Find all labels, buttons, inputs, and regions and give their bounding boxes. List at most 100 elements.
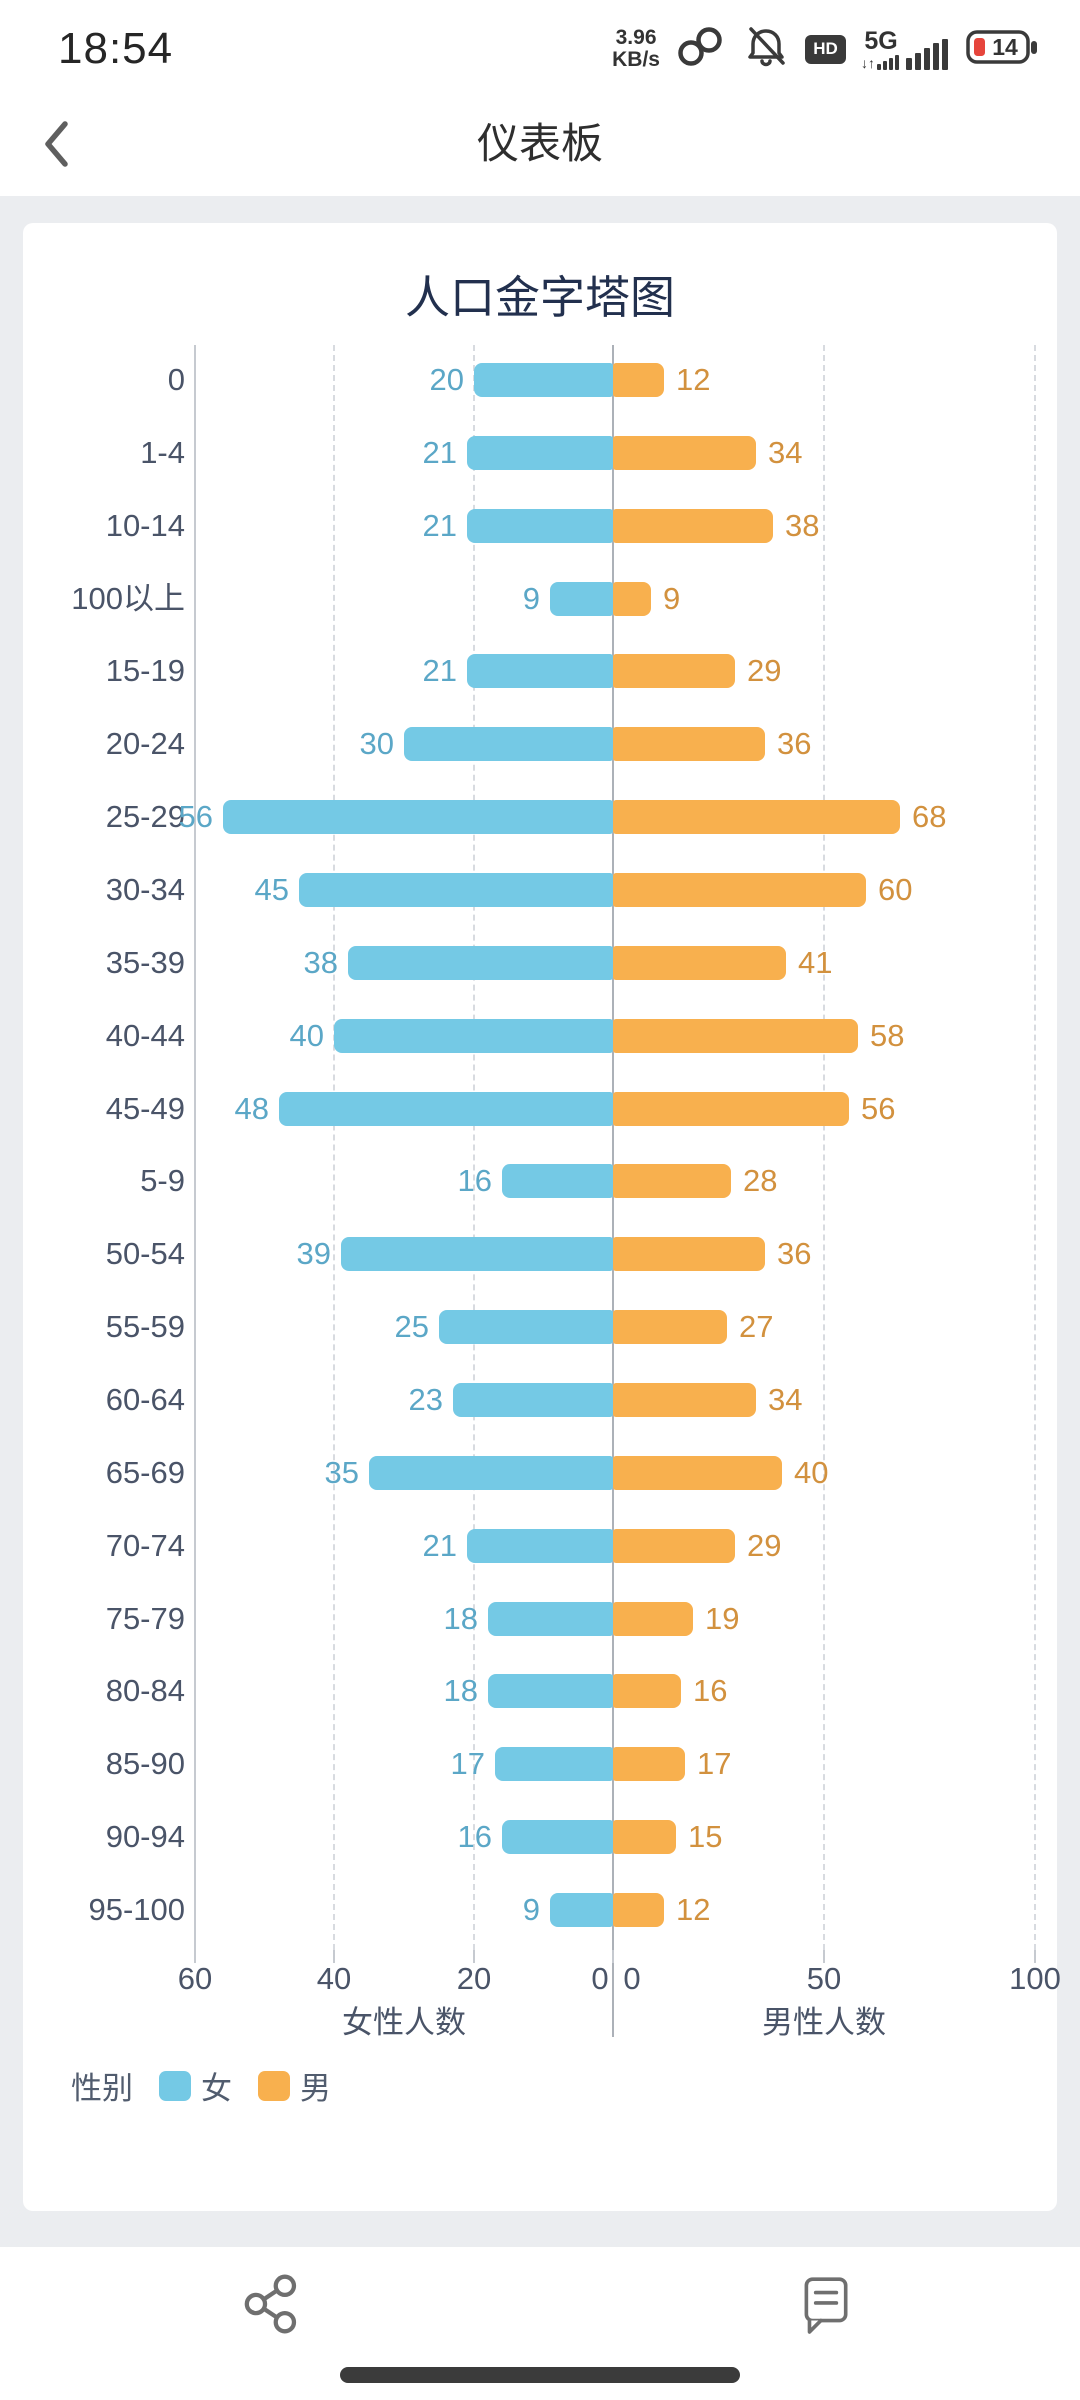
male-bar[interactable] (613, 1092, 849, 1126)
female-bar[interactable] (488, 1602, 613, 1636)
male-bar[interactable] (613, 582, 651, 616)
female-bar[interactable] (348, 946, 613, 980)
female-bar[interactable] (474, 363, 613, 397)
female-bar[interactable] (404, 727, 613, 761)
male-value-label: 41 (798, 945, 833, 980)
legend-title: 性别 (71, 2071, 133, 2106)
female-bar[interactable] (467, 1529, 613, 1563)
battery-percent-text: 14 (992, 34, 1018, 60)
male-value-label: 29 (747, 653, 782, 688)
female-value-label: 16 (457, 1163, 492, 1198)
category-label: 25-29 (105, 799, 185, 834)
network-speed-value: 3.96 (615, 25, 657, 49)
legend-swatch-male[interactable] (258, 2070, 290, 2101)
female-bar[interactable] (495, 1747, 613, 1781)
male-value-label: 60 (878, 872, 913, 907)
male-bar[interactable] (613, 946, 786, 980)
female-bar[interactable] (369, 1456, 613, 1490)
nav-header: 仪表板 (0, 92, 1080, 196)
female-value-label: 38 (303, 945, 338, 980)
male-bar[interactable] (613, 1237, 765, 1271)
female-bar[interactable] (341, 1237, 613, 1271)
female-value-label: 17 (450, 1746, 485, 1781)
category-label: 80-84 (105, 1673, 185, 1708)
page-title: 仪表板 (476, 120, 603, 167)
male-value-label: 34 (768, 1382, 803, 1417)
male-bar[interactable] (613, 1310, 727, 1344)
male-value-label: 27 (739, 1309, 774, 1344)
female-value-label: 39 (296, 1236, 331, 1271)
female-bar[interactable] (488, 1674, 613, 1708)
back-button[interactable] (34, 116, 80, 172)
male-bar[interactable] (613, 1820, 676, 1854)
category-label: 50-54 (105, 1236, 185, 1271)
status-bar: 18:54 3.96 KB/s HD 5G ↓↑ (0, 0, 1080, 92)
legend-label-male[interactable]: 男 (300, 2071, 331, 2106)
female-value-label: 40 (289, 1018, 324, 1053)
male-value-label: 40 (794, 1455, 829, 1490)
network-speed-unit: KB/s (612, 48, 660, 71)
male-bar[interactable] (613, 509, 773, 543)
female-bar[interactable] (279, 1092, 613, 1126)
legend-swatch-female[interactable] (159, 2070, 191, 2101)
category-label: 10-14 (105, 508, 185, 543)
x-tick-label-male: 100 (1009, 1961, 1061, 1996)
category-label: 60-64 (105, 1382, 185, 1417)
category-label: 35-39 (105, 945, 185, 980)
female-bar[interactable] (334, 1019, 613, 1053)
female-value-label: 45 (254, 872, 289, 907)
home-indicator[interactable] (340, 2367, 740, 2383)
female-bar[interactable] (550, 582, 613, 616)
female-value-label: 48 (234, 1091, 269, 1126)
signal-bars-small (877, 54, 901, 70)
signal-bars-large (906, 38, 951, 70)
status-icons: 3.96 KB/s HD 5G ↓↑ (612, 23, 1040, 76)
male-bar[interactable] (613, 1456, 782, 1490)
female-bar[interactable] (299, 873, 613, 907)
female-bar[interactable] (550, 1893, 613, 1927)
male-bar[interactable] (613, 800, 900, 834)
female-bar[interactable] (223, 800, 613, 834)
male-bar[interactable] (613, 1383, 756, 1417)
female-bar[interactable] (439, 1310, 613, 1344)
category-label: 1-4 (140, 435, 185, 470)
x-axis-name-female: 女性人数 (342, 2005, 466, 2040)
female-value-label: 18 (443, 1601, 478, 1636)
male-bar[interactable] (613, 1747, 685, 1781)
male-bar[interactable] (613, 1602, 693, 1636)
female-bar[interactable] (467, 436, 613, 470)
female-bar[interactable] (453, 1383, 613, 1417)
male-bar[interactable] (613, 1674, 681, 1708)
male-bar[interactable] (613, 1164, 731, 1198)
category-label: 0 (167, 362, 185, 397)
male-bar[interactable] (613, 727, 765, 761)
male-value-label: 56 (861, 1091, 896, 1126)
share-button[interactable] (239, 2271, 305, 2337)
signal-5g-icon: 5G ↓↑ (861, 28, 951, 70)
comment-button[interactable] (792, 2271, 858, 2337)
female-bar[interactable] (502, 1820, 613, 1854)
female-value-label: 20 (429, 362, 464, 397)
male-bar[interactable] (613, 1529, 735, 1563)
male-value-label: 19 (705, 1601, 740, 1636)
gridline (473, 345, 475, 1950)
female-bar[interactable] (502, 1164, 613, 1198)
male-bar[interactable] (613, 1893, 664, 1927)
hd-badge: HD (805, 34, 846, 64)
male-bar[interactable] (613, 873, 866, 907)
female-bar[interactable] (467, 654, 613, 688)
x-tick-label-female: 20 (456, 1961, 492, 1996)
male-bar[interactable] (613, 436, 756, 470)
male-value-label: 38 (785, 508, 820, 543)
category-label: 70-74 (105, 1528, 185, 1563)
category-label: 90-94 (105, 1819, 185, 1854)
gridline (333, 345, 335, 1950)
male-bar[interactable] (613, 654, 735, 688)
network-speed: 3.96 KB/s (612, 25, 660, 71)
category-label: 100以上 (71, 581, 185, 616)
legend-label-female[interactable]: 女 (201, 2071, 232, 2106)
chart-legend: 性别 女 男 (71, 2063, 331, 2108)
female-bar[interactable] (467, 509, 613, 543)
male-bar[interactable] (613, 363, 664, 397)
male-bar[interactable] (613, 1019, 858, 1053)
